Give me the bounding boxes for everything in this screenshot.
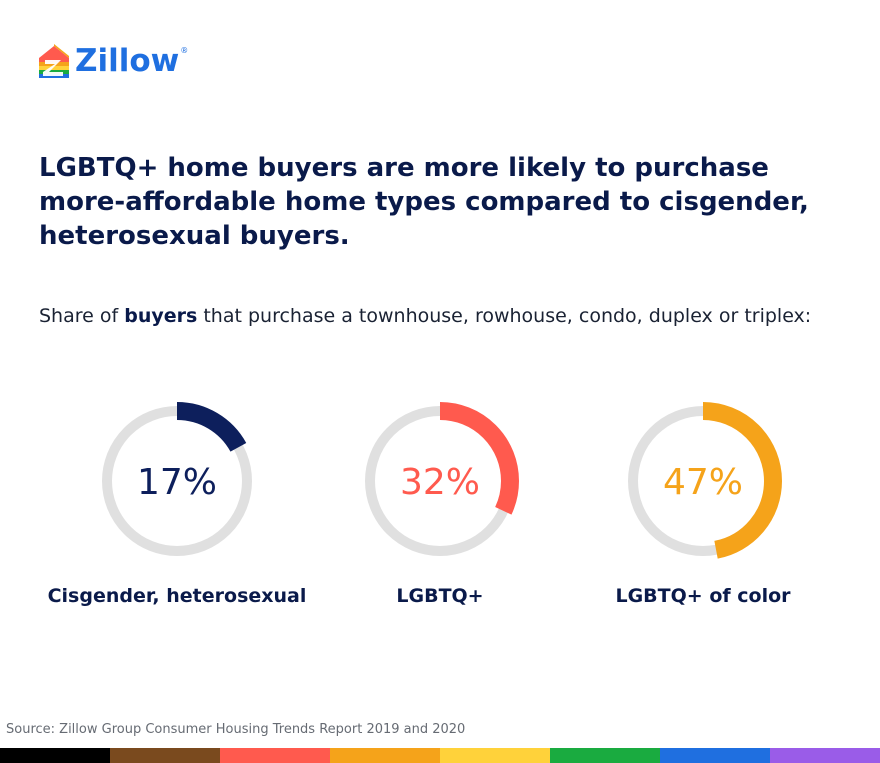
stripe-segment: [550, 748, 660, 763]
subtitle-suffix: that purchase a townhouse, rowhouse, con…: [197, 305, 812, 327]
stripe-segment: [0, 748, 110, 763]
subtitle-bold: buyers: [124, 305, 198, 327]
donut-value-cisgender-heterosexual: 17%: [137, 462, 217, 503]
stripe-segment: [440, 748, 550, 763]
stripe-segment: [330, 748, 440, 763]
subtitle-prefix: Share of: [39, 305, 125, 327]
zillow-house-icon: [39, 44, 69, 78]
donut-value-lgbtq-of-color: 47%: [663, 462, 743, 503]
headline: LGBTQ+ home buyers are more likely to pu…: [39, 153, 809, 251]
stripe-segment: [770, 748, 880, 763]
logo-wordmark: Zillow: [75, 42, 180, 79]
donut-arc-lgbtq: [361, 402, 519, 560]
donut-arc-lgbtq-of-color: [624, 402, 782, 560]
donut-chart: 17% Cisgender, heterosexual 32% LGBTQ+ 47% LG…: [48, 402, 791, 607]
donut-arc-cisgender-heterosexual: [98, 402, 256, 560]
stripe-segment: [660, 748, 770, 763]
pride-stripe: [0, 748, 880, 763]
stripe-segment: [110, 748, 220, 763]
donut-value-lgbtq: 32%: [400, 462, 480, 503]
registered-mark: ®: [180, 46, 189, 55]
donut-label-cisgender-heterosexual: Cisgender, heterosexual: [48, 585, 307, 607]
donut-label-lgbtq-of-color: LGBTQ+ of color: [615, 585, 791, 607]
stripe-segment: [220, 748, 330, 763]
zillow-logo: Zillow ®: [39, 42, 188, 80]
chart-subtitle: Share of buyers that purchase a townhous…: [39, 305, 811, 327]
donut-label-lgbtq: LGBTQ+: [396, 585, 483, 607]
source-note: Source: Zillow Group Consumer Housing Tr…: [6, 722, 466, 737]
